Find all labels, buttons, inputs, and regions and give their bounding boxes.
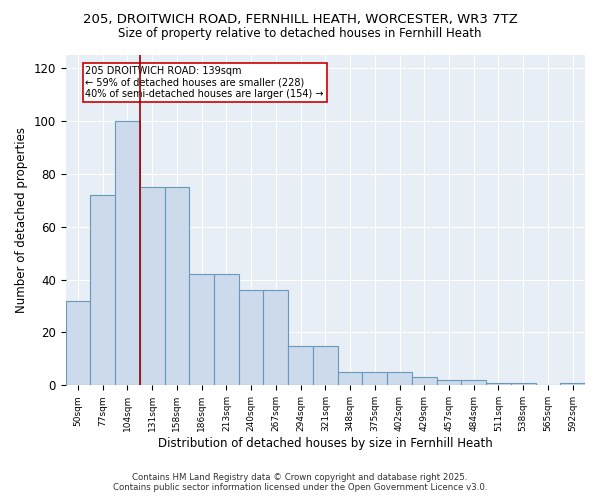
Bar [486,382,511,386]
X-axis label: Distribution of detached houses by size in Fernhill Heath: Distribution of detached houses by size … [158,437,493,450]
Bar [288,346,313,386]
Bar [140,187,164,386]
Bar [461,380,486,386]
Bar [91,195,115,386]
Bar [65,301,91,386]
Y-axis label: Number of detached properties: Number of detached properties [15,127,28,313]
Bar [437,380,461,386]
Text: 205 DROITWICH ROAD: 139sqm
← 59% of detached houses are smaller (228)
40% of sem: 205 DROITWICH ROAD: 139sqm ← 59% of deta… [85,66,324,99]
Bar [560,382,585,386]
Bar [190,274,214,386]
Bar [313,346,338,386]
Bar [338,372,362,386]
Text: 205, DROITWICH ROAD, FERNHILL HEATH, WORCESTER, WR3 7TZ: 205, DROITWICH ROAD, FERNHILL HEATH, WOR… [83,12,517,26]
Text: Contains HM Land Registry data © Crown copyright and database right 2025.
Contai: Contains HM Land Registry data © Crown c… [113,473,487,492]
Bar [362,372,387,386]
Bar [263,290,288,386]
Bar [511,382,536,386]
Text: Size of property relative to detached houses in Fernhill Heath: Size of property relative to detached ho… [118,28,482,40]
Bar [115,121,140,386]
Bar [387,372,412,386]
Bar [412,378,437,386]
Bar [239,290,263,386]
Bar [214,274,239,386]
Bar [164,187,190,386]
